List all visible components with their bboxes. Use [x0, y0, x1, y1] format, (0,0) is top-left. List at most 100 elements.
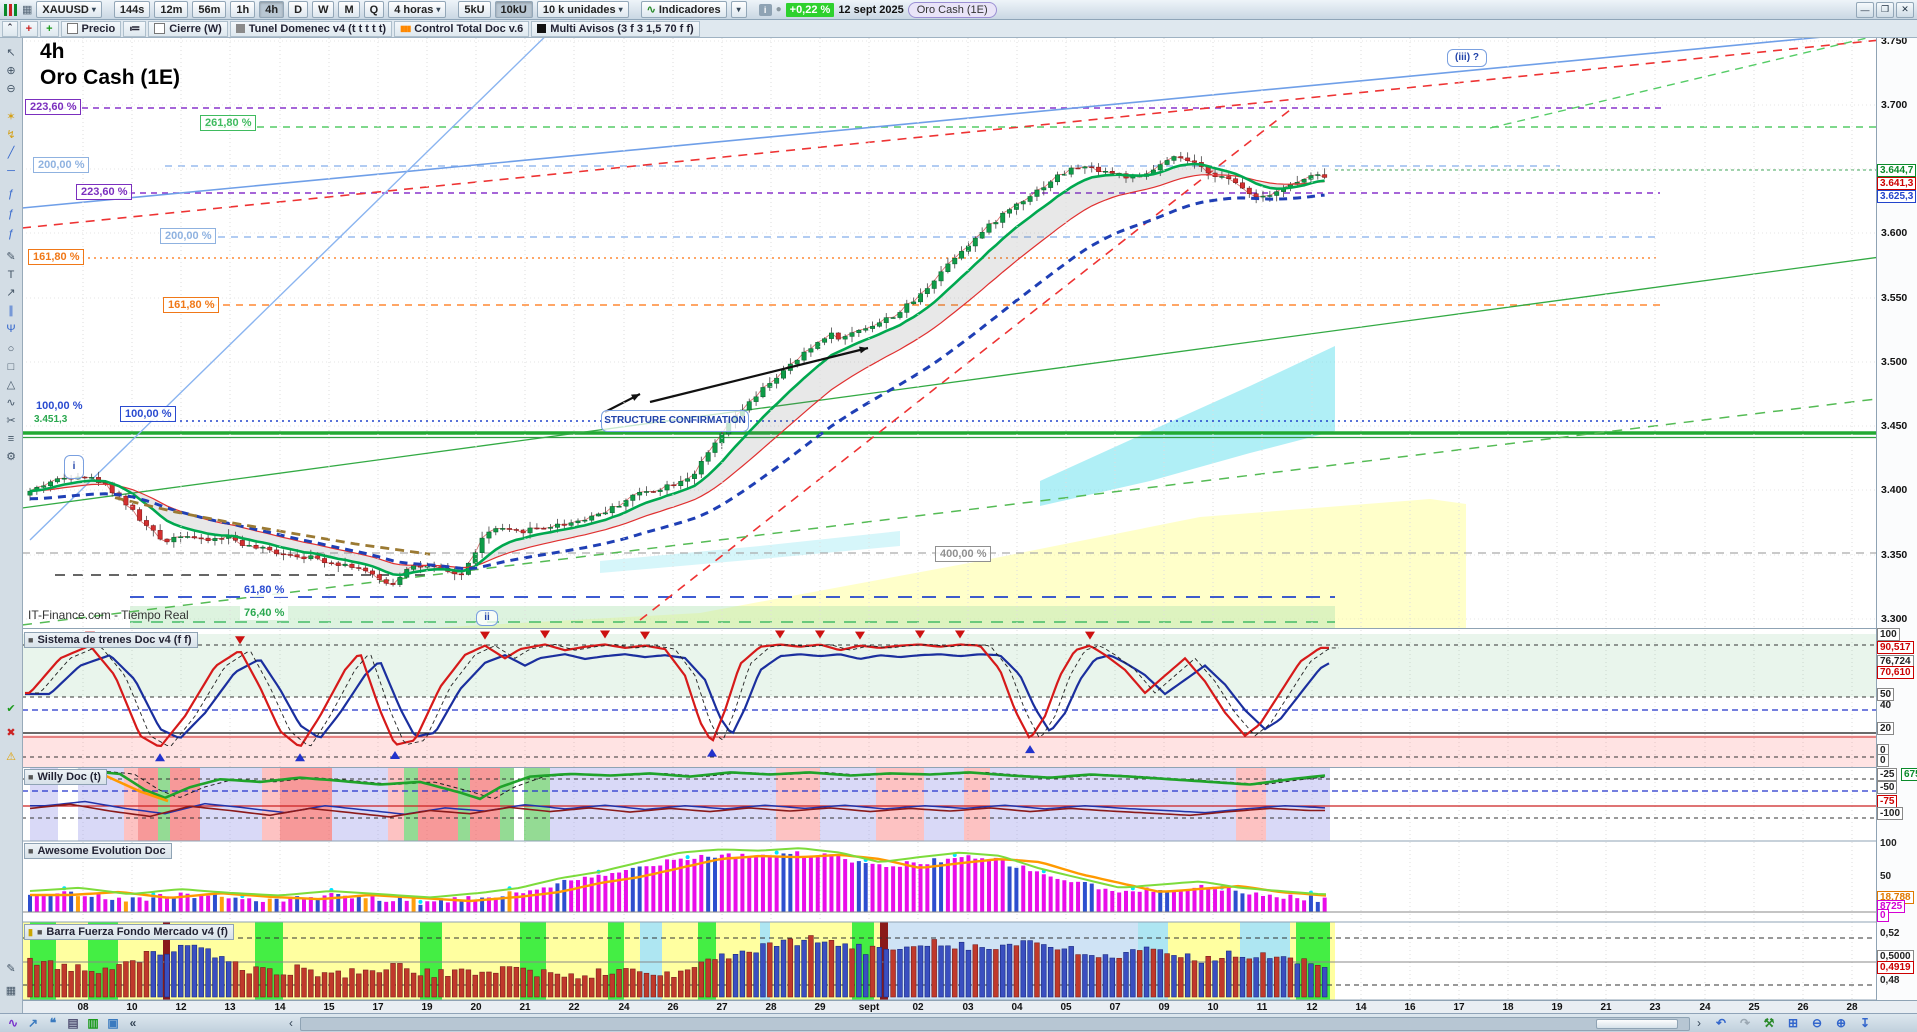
scroll-left-arrow[interactable]: ‹ — [289, 1016, 293, 1030]
zoom-out-icon[interactable]: ⊖ — [6, 83, 16, 95]
hline-tool-icon[interactable]: ─ — [7, 165, 15, 177]
panel-header-0[interactable]: ■ Sistema de trenes Doc v4 (f f) — [24, 632, 198, 648]
timeframe-button-Q[interactable]: Q — [363, 1, 385, 18]
record-icon[interactable]: ● — [775, 4, 782, 15]
fib-tool-icon[interactable]: ƒ — [7, 188, 15, 200]
wave-i-badge[interactable]: i — [64, 455, 84, 479]
trendline-tool-icon[interactable]: ╱ — [7, 147, 15, 159]
add-indicator-red-button[interactable]: + — [19, 20, 39, 37]
timeframe-button-1h[interactable]: 1h — [230, 1, 256, 18]
timeframe-button-D[interactable]: D — [288, 1, 309, 18]
scroll-down-icon[interactable]: ↧ — [1859, 1016, 1871, 1030]
info-icon[interactable]: i — [758, 3, 772, 16]
pitchfork-tool-icon[interactable]: Ψ — [6, 323, 16, 335]
fib-label-7[interactable]: 100,00 % — [32, 399, 87, 413]
orders-icon[interactable]: ▥ — [87, 1016, 99, 1030]
unit-select[interactable]: 10 k unidades ▾ — [536, 1, 629, 18]
grid-icon[interactable]: ▦ — [5, 985, 17, 997]
collapse-icon[interactable]: « — [129, 1016, 137, 1030]
indicators-caret-button[interactable]: ▾ — [730, 1, 747, 18]
structure-confirmation-note[interactable]: STRUCTURE CONFIRMATION — [601, 410, 749, 432]
list-options-button[interactable]: ≔ — [123, 20, 147, 37]
text-tool-icon[interactable]: T — [7, 269, 15, 281]
unit-button-5kU[interactable]: 5kU — [458, 1, 491, 18]
flash-tool-icon[interactable]: ↯ — [6, 129, 16, 141]
fib-label-12[interactable]: 76,40 % — [240, 606, 289, 620]
fib-label-0[interactable]: 223,60 % — [25, 99, 82, 115]
fib-fan-tool-icon[interactable]: ƒ — [7, 228, 15, 240]
tools-icon[interactable]: ⚒ — [1763, 1016, 1775, 1030]
minimize-button[interactable]: — — [1856, 1, 1874, 18]
legend-control[interactable]: ▮▮▮ Control Total Doc v.6 — [394, 20, 530, 37]
fib-label-11[interactable]: 61,80 % — [240, 583, 289, 597]
unit-button-10kU[interactable]: 10kU — [494, 1, 533, 18]
fib-ext-tool-icon[interactable]: ƒ — [7, 208, 15, 220]
fib-label-3[interactable]: 223,60 % — [76, 184, 133, 200]
notes-icon[interactable]: ▤ — [67, 1016, 79, 1030]
settings-tool-icon[interactable]: ⚙ — [6, 451, 16, 463]
maximize-button[interactable]: ❐ — [1876, 1, 1894, 18]
timeframe-button-M[interactable]: M — [338, 1, 360, 18]
pointer-tool-icon[interactable]: ↖ — [6, 47, 16, 59]
edit-icon[interactable]: ✎ — [6, 963, 16, 975]
fib-label-1[interactable]: 261,80 % — [200, 115, 257, 131]
timeframe-select[interactable]: 4 horas ▾ — [388, 1, 447, 18]
undo-icon[interactable]: ↶ — [1715, 1016, 1727, 1030]
panel-header-3[interactable]: ▮ ■ Barra Fuerza Fondo Mercado v4 (f) — [24, 924, 234, 940]
zoom-in-tb-icon[interactable]: ⊕ — [1835, 1016, 1847, 1030]
wave-ii-badge[interactable]: ii — [476, 610, 498, 626]
app-logo-icon[interactable]: ∿ — [7, 1016, 19, 1030]
rect-tool-icon[interactable]: □ — [7, 361, 15, 373]
layout-grid-icon[interactable]: ▦ — [22, 4, 33, 16]
time-axis[interactable]: 08 10 12 13 14 15 17 19 20 21 22 24 26 27 28 29 sept 02 03… — [0, 1000, 1917, 1014]
chat-icon[interactable]: ❝ — [49, 1016, 57, 1030]
timeframe-button-12m[interactable]: 12m — [154, 1, 189, 18]
panel-header-2[interactable]: ■ Awesome Evolution Doc — [24, 843, 172, 859]
zoom-region-icon[interactable]: ⊞ — [1787, 1016, 1799, 1030]
ellipse-tool-icon[interactable]: ○ — [7, 343, 15, 355]
legend-multi[interactable]: Multi Avisos (3 f 3 1,5 70 f f) — [531, 20, 700, 37]
horizontal-scrollbar[interactable] — [300, 1017, 1690, 1031]
legend-precio[interactable]: Precio — [60, 20, 122, 37]
panel-header-1[interactable]: ■ Willy Doc (t) — [24, 769, 107, 785]
redo-icon[interactable]: ↷ — [1739, 1016, 1751, 1030]
workspace-icon[interactable]: ▣ — [107, 1016, 119, 1030]
legend-tunel[interactable]: Tunel Domenec v4 (t t t t t) — [229, 20, 393, 37]
scissors-tool-icon[interactable]: ✂ — [6, 415, 16, 427]
star-tool-icon[interactable]: ✶ — [6, 111, 16, 123]
checkbox-icon[interactable] — [66, 23, 78, 34]
zoom-out-tb-icon[interactable]: ⊖ — [1811, 1016, 1823, 1030]
wave-tool-icon[interactable]: ∿ — [6, 397, 16, 409]
ruler-tool-icon[interactable]: ≡ — [7, 433, 15, 445]
confirm-icon[interactable]: ✔ — [6, 703, 16, 715]
timeframe-button-56m[interactable]: 56m — [192, 1, 227, 18]
instrument-pill[interactable]: Oro Cash (1E) — [907, 1, 997, 18]
fib-label-5[interactable]: 161,80 % — [28, 249, 85, 265]
panel-collapse-button[interactable]: ˆ — [2, 20, 18, 37]
symbol-selector[interactable]: XAUUSD ▾ — [36, 1, 102, 18]
fib-label-10[interactable]: 400,00 % — [935, 546, 992, 562]
triangle-tool-icon[interactable]: △ — [6, 379, 16, 391]
fib-label-8[interactable]: 3.451,3 — [32, 414, 70, 425]
close-button[interactable]: ✕ — [1896, 1, 1914, 18]
timeframe-button-4h[interactable]: 4h — [259, 1, 285, 18]
add-indicator-green-button[interactable]: + — [40, 20, 59, 37]
channel-tool-icon[interactable]: ∥ — [8, 305, 14, 317]
delete-icon[interactable]: ✖ — [6, 727, 16, 739]
checkbox-icon[interactable] — [154, 23, 166, 34]
alert-icon[interactable]: ⚠ — [6, 751, 16, 763]
fib-label-9[interactable]: 100,00 % — [120, 406, 177, 422]
share-icon[interactable]: ↗ — [27, 1016, 39, 1030]
timeframe-button-144s[interactable]: 144s — [113, 1, 151, 18]
fib-label-2[interactable]: 200,00 % — [33, 157, 90, 173]
pencil-tool-icon[interactable]: ✎ — [6, 251, 16, 263]
indicators-button[interactable]: ∿ Indicadores — [640, 1, 727, 18]
timeframe-button-W[interactable]: W — [312, 1, 335, 18]
zoom-in-icon[interactable]: ⊕ — [6, 65, 16, 77]
arrow-tool-icon[interactable]: ↗ — [6, 287, 16, 299]
elliott-wave-label[interactable]: (iii) ? — [1447, 49, 1487, 67]
scrollbar-thumb[interactable] — [1596, 1019, 1678, 1029]
scroll-right-arrow[interactable]: › — [1697, 1016, 1701, 1030]
fib-label-6[interactable]: 161,80 % — [163, 297, 220, 313]
